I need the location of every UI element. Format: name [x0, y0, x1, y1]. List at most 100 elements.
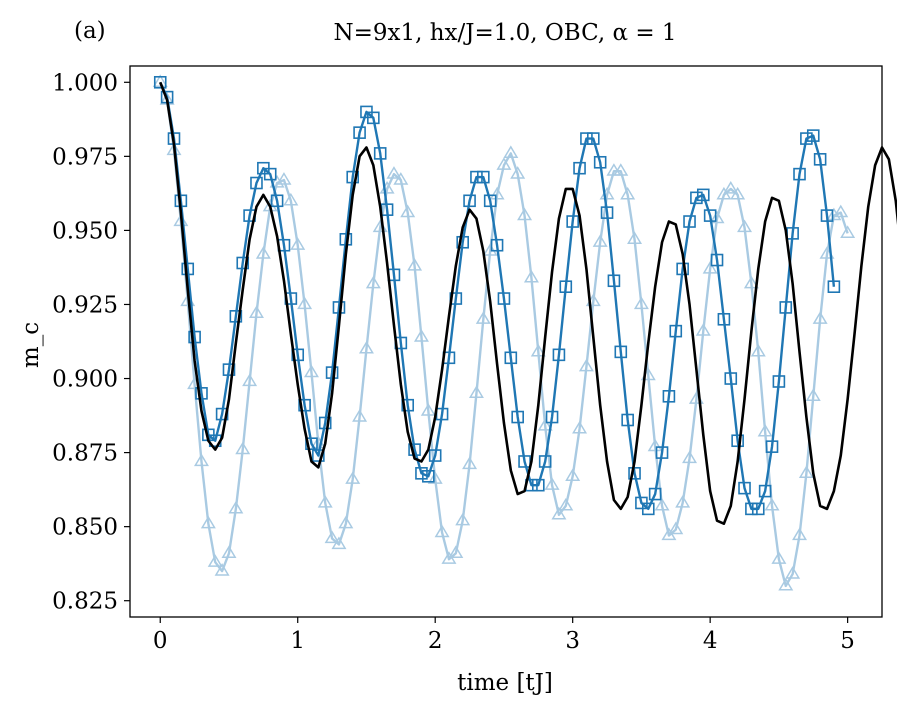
triangle-marker: [654, 497, 670, 511]
triangle-marker: [702, 260, 718, 274]
square-marker: [745, 502, 758, 516]
triangle-marker: [455, 512, 471, 526]
square-marker: [731, 434, 744, 448]
series-2: [159, 81, 897, 525]
square-marker: [532, 478, 545, 492]
y-tick-label: 0.900: [52, 367, 118, 393]
triangle-marker: [468, 385, 484, 398]
triangle-marker: [833, 204, 849, 218]
triangle-marker: [200, 515, 216, 529]
square-marker: [580, 132, 593, 145]
square-marker: [573, 161, 586, 175]
triangle-marker: [592, 234, 608, 247]
x-tick-label: 4: [703, 628, 718, 654]
triangle-marker: [317, 494, 333, 508]
x-tick-label: 0: [153, 628, 168, 654]
square-marker: [222, 363, 236, 376]
triangle-marker: [730, 186, 746, 200]
square-marker: [291, 348, 305, 362]
triangle-marker: [496, 157, 512, 170]
triangle-marker: [386, 166, 402, 179]
square-marker: [236, 256, 250, 270]
triangle-marker: [269, 175, 285, 188]
triangle-marker: [805, 388, 821, 401]
triangle-marker: [276, 172, 292, 185]
triangle-marker: [620, 186, 636, 200]
triangle-marker: [606, 163, 622, 176]
x-axis-label: time [tJ]: [457, 670, 553, 696]
square-marker: [470, 170, 483, 184]
square-marker: [690, 191, 703, 205]
square-marker: [483, 194, 497, 208]
triangle-marker: [235, 441, 251, 455]
square-marker: [545, 410, 559, 424]
square-marker: [318, 416, 332, 430]
square-marker: [298, 398, 311, 412]
triangle-marker: [358, 340, 374, 354]
triangle-marker: [193, 453, 209, 467]
square-marker: [188, 330, 201, 344]
triangle-marker: [297, 296, 313, 310]
triangle-marker: [723, 180, 739, 194]
triangle-marker: [812, 311, 828, 324]
square-marker: [367, 111, 380, 125]
triangle-marker: [771, 551, 787, 564]
y-tick-label: 0.825: [52, 589, 118, 615]
square-marker: [263, 167, 277, 181]
triangle-marker: [695, 323, 711, 336]
x-tick-label: 3: [565, 628, 580, 654]
triangle-marker: [475, 311, 491, 324]
triangle-marker: [207, 554, 223, 567]
triangle-marker: [647, 438, 663, 452]
triangle-marker: [214, 563, 230, 576]
ticks-layer: 0 1 2 3 4 5 0.825 0.850 0.875 0.900 0.925 0.950 0.97…: [52, 70, 855, 654]
square-marker: [655, 446, 669, 459]
square-marker: [312, 449, 325, 462]
triangle-marker: [228, 500, 244, 514]
y-tick-label: 1.000: [52, 70, 118, 96]
square-marker: [751, 502, 765, 516]
square-marker: [566, 215, 579, 228]
triangle-marker: [303, 364, 319, 378]
plot-frame: [129, 65, 883, 618]
y-tick-label: 0.950: [52, 218, 118, 244]
square-marker: [607, 274, 621, 288]
triangle-marker: [613, 163, 629, 176]
square-marker: [710, 253, 724, 267]
square-marker: [806, 129, 820, 142]
triangle-marker: [462, 456, 478, 470]
square-marker: [593, 155, 607, 169]
square-marker: [717, 312, 731, 326]
square-marker: [552, 348, 566, 362]
triangle-marker: [420, 403, 436, 416]
square-marker: [181, 262, 195, 276]
triangle-marker: [668, 521, 684, 535]
triangle-marker: [572, 420, 588, 434]
square-marker: [703, 209, 717, 222]
triangle-marker: [413, 329, 429, 342]
y-tick-label: 0.975: [52, 144, 118, 170]
square-marker: [648, 487, 662, 501]
triangle-marker: [290, 237, 306, 250]
square-marker: [827, 280, 841, 293]
panel-label: (a): [74, 18, 106, 44]
triangle-marker: [743, 275, 759, 289]
triangle-marker: [578, 358, 594, 372]
square-marker: [463, 194, 476, 208]
square-marker: [415, 467, 428, 480]
triangle-marker: [407, 257, 423, 271]
square-marker: [270, 194, 284, 208]
square-marker: [772, 375, 786, 388]
square-marker: [765, 440, 779, 453]
triangle-marker: [682, 450, 698, 464]
triangle-marker: [750, 343, 766, 357]
square-marker: [456, 235, 469, 249]
triangle-marker: [393, 172, 409, 185]
triangle-marker: [345, 471, 361, 484]
triangle-marker: [785, 566, 801, 579]
triangle-marker: [441, 551, 457, 564]
square-marker: [229, 310, 243, 323]
square-marker: [195, 387, 208, 400]
triangle-marker: [757, 423, 773, 437]
